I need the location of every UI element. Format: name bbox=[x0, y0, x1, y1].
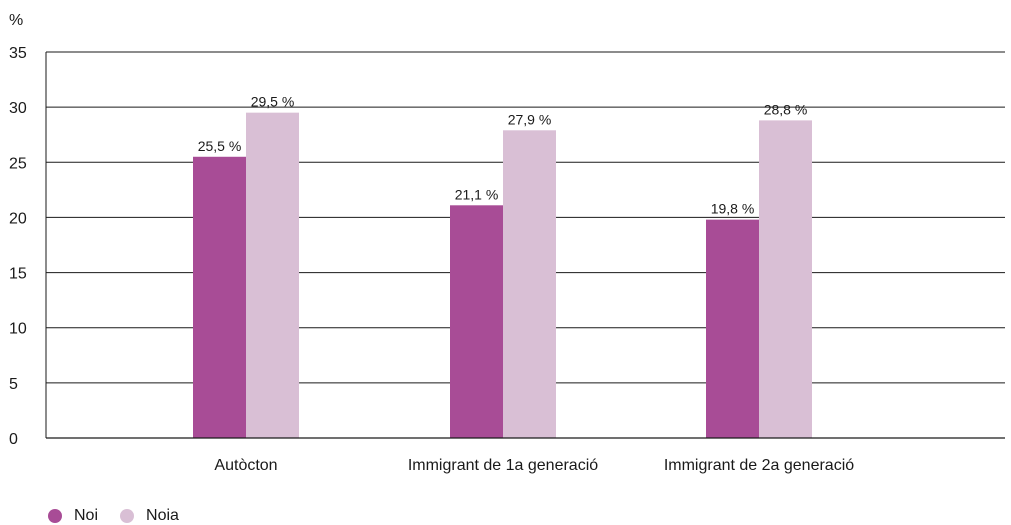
x-category-label-1: Immigrant de 1a generació bbox=[408, 457, 598, 474]
y-tick-label-20: 20 bbox=[9, 210, 27, 227]
bar-chart: % 0 5 10 15 20 25 30 35 25,5 % 29,5 % Autòcton 21,1… bbox=[9, 12, 1005, 474]
y-tick-label-10: 10 bbox=[9, 321, 27, 338]
legend-swatch-noia bbox=[120, 509, 135, 523]
legend-item-noia: Noia bbox=[120, 507, 179, 525]
y-tick-label-25: 25 bbox=[9, 155, 27, 172]
data-label-noia-2: 28,8 % bbox=[764, 101, 808, 117]
y-tick-label-35: 35 bbox=[9, 45, 27, 62]
y-tick-label-5: 5 bbox=[9, 376, 18, 393]
x-category-label-0: Autòcton bbox=[214, 457, 277, 474]
legend-label-noi: Noi bbox=[74, 507, 99, 524]
y-tick-label-15: 15 bbox=[9, 266, 27, 283]
legend-label-noia: Noia bbox=[146, 507, 179, 524]
y-tick-label-30: 30 bbox=[9, 100, 27, 117]
x-category-label-2: Immigrant de 2a generació bbox=[664, 457, 854, 474]
data-label-noi-0: 25,5 % bbox=[198, 138, 242, 154]
y-tick-label-0: 0 bbox=[9, 431, 18, 448]
data-label-noi-2: 19,8 % bbox=[711, 201, 755, 217]
data-label-noia-0: 29,5 % bbox=[251, 94, 295, 110]
bar-noia-1 bbox=[503, 130, 556, 438]
bar-noia-2 bbox=[759, 120, 812, 439]
bar-noi-0 bbox=[193, 156, 246, 438]
bar-noi-1 bbox=[450, 205, 503, 438]
legend-item-noi: Noi bbox=[48, 507, 98, 525]
bar-noia-0 bbox=[246, 112, 299, 439]
data-label-noi-1: 21,1 % bbox=[455, 186, 499, 202]
data-label-noia-1: 27,9 % bbox=[508, 111, 552, 127]
y-axis-unit-label: % bbox=[9, 12, 23, 29]
legend: Noi Noia bbox=[48, 507, 179, 525]
bar-noi-2 bbox=[706, 219, 759, 438]
legend-swatch-noi bbox=[48, 509, 62, 523]
